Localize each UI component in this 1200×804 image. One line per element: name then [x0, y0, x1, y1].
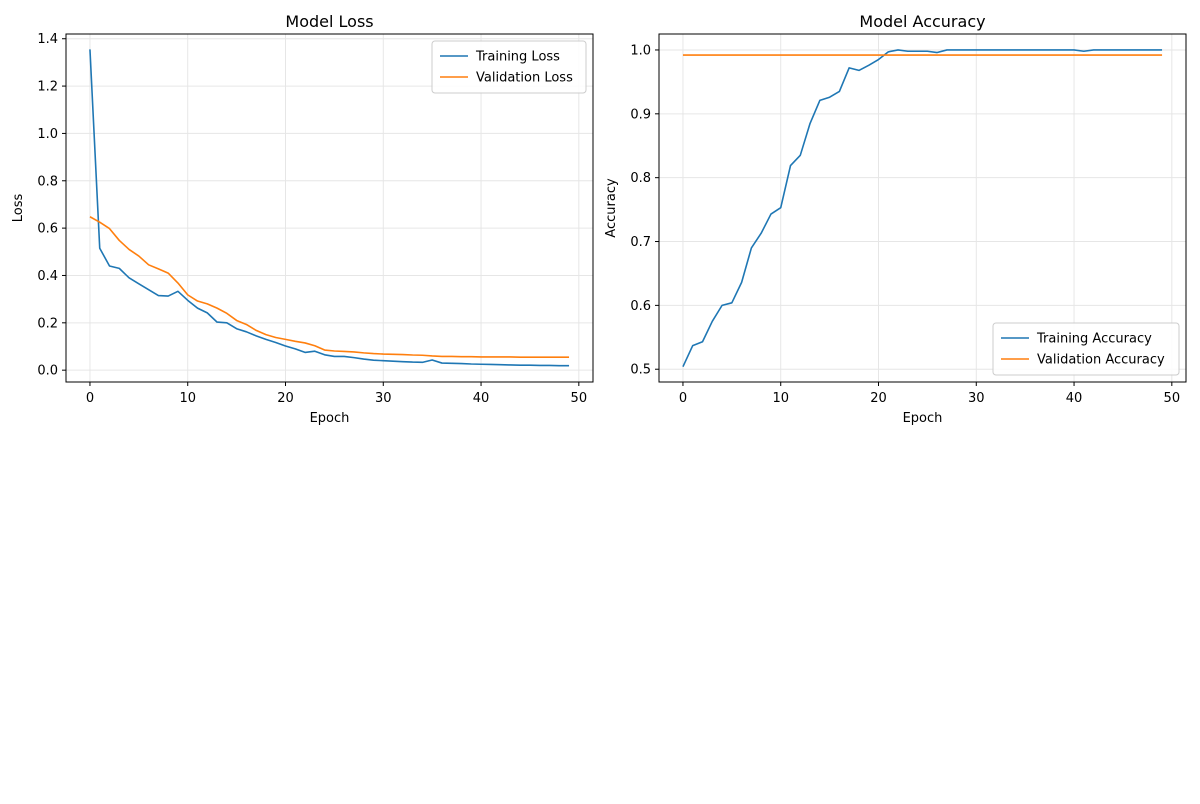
accuracy-y-tick-label: 0.5: [630, 363, 651, 378]
loss-legend: Training Loss Validation Loss: [431, 40, 587, 94]
loss-y-tick-label: 1.0: [37, 127, 58, 142]
accuracy-legend-box: [992, 322, 1180, 376]
loss-x-axis-label: Epoch: [310, 411, 350, 426]
loss-chart-title: Model Loss: [285, 12, 373, 31]
loss-y-tick-label: 0.8: [37, 174, 58, 189]
accuracy-plot-frame: [658, 33, 1187, 383]
loss-y-tick-label: 0.6: [37, 222, 58, 237]
accuracy-y-axis-label: Accuracy: [604, 178, 619, 238]
accuracy-x-tick-label: 30: [968, 391, 985, 406]
loss-y-tick-label: 1.4: [37, 32, 58, 47]
loss-x-tick-label: 40: [473, 391, 490, 406]
accuracy-chart: 0 10 20 30 40 50 0.5 0.6 0.7 0.8 0.9 1.0 Model Accu…: [604, 12, 1187, 426]
accuracy-y-tick-label: 0.9: [630, 107, 651, 122]
accuracy-x-tick-label: 0: [679, 391, 687, 406]
accuracy-y-tick-label: 0.8: [630, 171, 651, 186]
loss-x-tick-label: 20: [277, 391, 294, 406]
loss-legend-box: [431, 40, 587, 94]
accuracy-y-tick-label: 0.7: [630, 235, 651, 250]
accuracy-legend: Training Accuracy Validation Accuracy: [992, 322, 1180, 376]
accuracy-y-tick-label: 0.6: [630, 299, 651, 314]
accuracy-legend-label: Training Accuracy: [1036, 332, 1152, 347]
loss-x-tick-label: 10: [179, 391, 196, 406]
loss-legend-label: Training Loss: [475, 50, 560, 65]
accuracy-x-tick-label: 10: [772, 391, 789, 406]
accuracy-legend-label: Validation Accuracy: [1037, 353, 1165, 368]
loss-legend-label: Validation Loss: [476, 71, 573, 86]
loss-y-axis-label: Loss: [11, 194, 26, 223]
loss-y-tick-label: 0.2: [37, 316, 58, 331]
loss-x-tick-label: 30: [375, 391, 392, 406]
loss-plot-frame: [65, 33, 594, 383]
loss-series-line-training: [89, 49, 570, 367]
loss-y-tick-label: 0.0: [37, 364, 58, 379]
accuracy-x-axis-label: Epoch: [903, 411, 943, 426]
accuracy-x-tick-label: 20: [870, 391, 887, 406]
accuracy-x-tick-label: 50: [1164, 391, 1181, 406]
accuracy-series-line-training: [682, 49, 1163, 368]
loss-chart: 0 10 20 30 40 50 0.0 0.2 0.4 0.6 0.8 1.0 1.2 1.4 Mode…: [11, 12, 594, 426]
accuracy-chart-title: Model Accuracy: [859, 12, 985, 31]
accuracy-x-tick-label: 40: [1066, 391, 1083, 406]
loss-series-line-validation: [89, 216, 570, 358]
loss-y-tick-label: 0.4: [37, 269, 58, 284]
accuracy-y-tick-label: 1.0: [630, 43, 651, 58]
loss-x-tick-label: 50: [571, 391, 588, 406]
loss-x-tick-label: 0: [86, 391, 94, 406]
loss-y-tick-label: 1.2: [37, 80, 58, 95]
